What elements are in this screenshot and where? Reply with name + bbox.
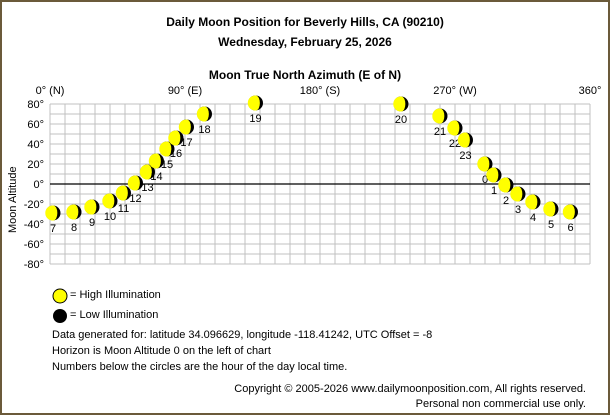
note-horizon: Horizon is Moon Altitude 0 on the left o…	[52, 345, 271, 357]
moon-marker	[127, 175, 143, 191]
moon-marker	[457, 132, 473, 148]
y-tick-label: -20°	[24, 199, 44, 211]
moon-marker	[66, 204, 82, 220]
moon-marker	[432, 108, 448, 124]
y-tick-label: -80°	[24, 259, 44, 271]
legend-high-label: = High Illumination	[70, 289, 161, 301]
hour-label: 23	[459, 150, 471, 162]
hour-label: 0	[482, 174, 488, 186]
x-tick-label: 270° (W)	[433, 85, 477, 97]
moon-marker	[486, 167, 502, 183]
moon-marker	[393, 96, 409, 112]
note-location: Data generated for: latitude 34.096629, …	[52, 329, 433, 341]
y-tick-label: 40°	[27, 139, 44, 151]
moon-marker	[543, 201, 559, 217]
x-tick-label: 360°	[579, 85, 602, 97]
hour-label: 21	[434, 126, 446, 138]
chart-subtitle: Wednesday, February 25, 2026	[218, 35, 392, 49]
hour-label: 3	[515, 204, 521, 216]
hour-label: 13	[141, 182, 153, 194]
hour-label: 7	[50, 223, 56, 235]
hour-label: 16	[170, 148, 182, 160]
hour-label: 17	[180, 137, 192, 149]
moon-marker	[159, 141, 175, 157]
hour-label: 4	[530, 212, 536, 224]
hour-label: 11	[118, 203, 129, 215]
moon-marker	[247, 95, 263, 111]
legend-low-icon	[53, 309, 67, 323]
usage-note: Personal non commercial use only.	[415, 398, 586, 410]
moon-marker	[196, 106, 212, 122]
moon-marker	[115, 185, 131, 201]
moon-marker	[178, 119, 194, 135]
x-tick-label: 0° (N)	[36, 85, 65, 97]
x-tick-label: 90° (E)	[168, 85, 202, 97]
moon-marker	[102, 193, 118, 209]
moon-marker	[525, 194, 541, 210]
hour-label: 2	[503, 195, 509, 207]
legend-high-icon	[52, 288, 68, 304]
hour-label: 1	[491, 185, 497, 197]
legend-low-label: = Low Illumination	[70, 309, 159, 321]
hour-label: 18	[198, 124, 210, 136]
y-tick-label: -60°	[24, 239, 44, 251]
y-tick-label: 60°	[27, 119, 44, 131]
hour-label: 10	[104, 211, 116, 223]
moon-marker	[84, 199, 100, 215]
x-axis-label: Moon True North Azimuth (E of N)	[208, 68, 402, 82]
moon-marker	[477, 156, 493, 172]
hour-label: 8	[71, 222, 77, 234]
moon-marker	[168, 130, 184, 146]
hour-label: 15	[161, 159, 173, 171]
moon-marker	[148, 153, 164, 169]
hour-label: 5	[548, 219, 554, 231]
x-tick-label: 180° (S)	[300, 85, 340, 97]
y-tick-label: 80°	[27, 99, 44, 111]
hour-label: 20	[395, 114, 407, 126]
note-hours: Numbers below the circles are the hour o…	[52, 361, 348, 373]
copyright: Copyright © 2005-2026 www.dailymoonposit…	[234, 383, 586, 395]
y-axis-label: Moon Altitude	[7, 166, 19, 233]
y-tick-label: -40°	[24, 219, 44, 231]
hour-label: 12	[129, 193, 141, 205]
moon-marker	[139, 164, 155, 180]
hour-label: 9	[89, 217, 95, 229]
hour-label: 14	[150, 171, 162, 183]
hour-label: 19	[249, 113, 261, 125]
y-tick-label: 20°	[27, 159, 44, 171]
moon-marker	[45, 205, 61, 221]
y-tick-label: 0°	[33, 179, 44, 191]
moon-marker	[510, 186, 526, 202]
chart-title: Daily Moon Position for Beverly Hills, C…	[166, 15, 444, 29]
moon-marker	[562, 204, 578, 220]
hour-label: 6	[567, 222, 573, 234]
moon-marker	[498, 177, 514, 193]
moon-marker	[447, 120, 463, 136]
